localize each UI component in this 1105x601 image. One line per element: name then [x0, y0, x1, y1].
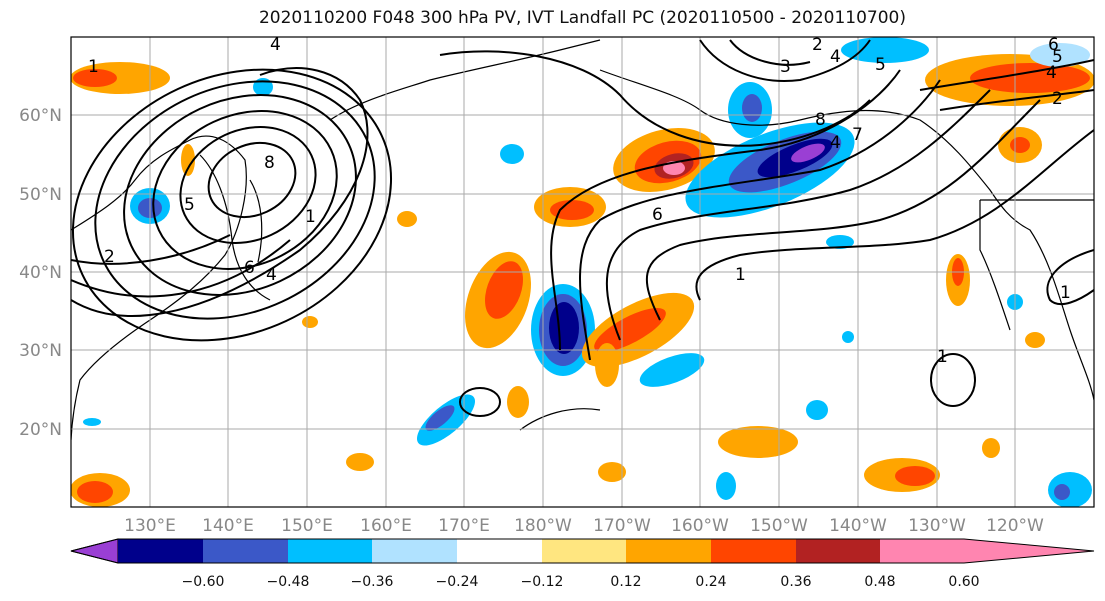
contour-label: 1	[1060, 283, 1071, 303]
lon-tick-label: 160°W	[671, 516, 729, 536]
lat-tick-label: 60°N	[19, 106, 62, 126]
lon-tick-label: 140°W	[829, 516, 887, 536]
contour-label: 6	[652, 205, 663, 225]
colorbar-swatch	[288, 539, 372, 563]
coastlines	[71, 39, 1094, 441]
pv-anomaly-fill	[71, 37, 1094, 507]
colorbar-label: 0.48	[864, 574, 895, 590]
contour-label: 2	[1052, 89, 1063, 109]
lon-tick-label: 160°E	[360, 516, 412, 536]
lon-tick-label: 170°W	[593, 516, 651, 536]
contour-label: 4	[830, 133, 841, 153]
colorbar-label: −0.12	[521, 574, 564, 590]
contour-label: 4	[266, 265, 277, 285]
lat-tick-label: 20°N	[19, 420, 62, 440]
colorbar-label: 0.24	[695, 574, 726, 590]
contour-label: 8	[264, 153, 275, 173]
contour-label: 1	[88, 57, 99, 77]
colorbar-outline	[70, 538, 1095, 564]
lon-tick-label: 140°E	[202, 516, 254, 536]
contour-label: 2	[104, 247, 115, 267]
contour-labels: 4 1 2 8 1 6 4 5 2 3 4 5 6 1 8 4 7 4 5 2 …	[88, 35, 1071, 367]
colorbar-swatch	[118, 539, 203, 563]
colorbar-label: 0.60	[948, 574, 979, 590]
contour-label: 5	[184, 195, 195, 215]
contour-label: 5	[875, 55, 886, 75]
lon-tick-label: 170°E	[438, 516, 490, 536]
colorbar-swatch	[457, 539, 542, 563]
colorbar-extend-low	[70, 538, 119, 564]
colorbar-swatch	[203, 539, 288, 563]
contour-label: 1	[937, 347, 948, 367]
colorbar-swatch	[796, 539, 880, 563]
lon-tick-label: 120°W	[986, 516, 1044, 536]
contour-label: 8	[815, 110, 826, 130]
lon-tick-label: 180°W	[514, 516, 572, 536]
colorbar-swatch	[880, 539, 964, 563]
contour-label: 4	[270, 35, 281, 55]
lat-axis: 20°N 30°N 40°N 50°N 60°N	[19, 106, 62, 440]
contour-label: 5	[1052, 47, 1063, 67]
colorbar-label: −0.36	[351, 574, 394, 590]
colorbar-label: −0.48	[267, 574, 310, 590]
colorbar-label: 0.36	[780, 574, 811, 590]
lon-tick-label: 150°W	[750, 516, 808, 536]
lon-tick-label: 150°E	[281, 516, 333, 536]
contour-label: 3	[780, 57, 791, 77]
colorbar-label: −0.60	[182, 574, 225, 590]
colorbar-swatch	[711, 539, 796, 563]
lat-tick-label: 50°N	[19, 185, 62, 205]
colorbar-swatch	[542, 539, 626, 563]
colorbar-label: 0.12	[610, 574, 641, 590]
colorbar-swatch	[372, 539, 457, 563]
contour-label: 6	[244, 258, 255, 278]
colorbar-extend-high-tip	[964, 539, 1094, 563]
ivt-contours	[71, 39, 1094, 417]
contour-label: 4	[830, 47, 841, 67]
colorbar-label: −0.24	[436, 574, 479, 590]
colorbar-swatch	[626, 539, 711, 563]
lat-tick-label: 40°N	[19, 263, 62, 283]
contour-label: 4	[1046, 63, 1057, 83]
colorbar: −0.60 −0.48 −0.36 −0.24 −0.12 0.12 0.24 …	[70, 538, 1095, 590]
lon-axis: 130°E 140°E 150°E 160°E 170°E 180°W 170°…	[124, 516, 1044, 536]
lon-tick-label: 130°E	[124, 516, 176, 536]
map-frame	[70, 36, 1095, 508]
lat-tick-label: 30°N	[19, 341, 62, 361]
contour-label: 6	[1048, 35, 1059, 55]
contour-label: 1	[305, 207, 316, 227]
chart-title: 2020110200 F048 300 hPa PV, IVT Landfall…	[258, 8, 906, 28]
lon-tick-label: 130°W	[908, 516, 966, 536]
contour-label: 2	[812, 35, 823, 55]
contour-label: 7	[852, 125, 863, 145]
contour-label: 1	[735, 265, 746, 285]
